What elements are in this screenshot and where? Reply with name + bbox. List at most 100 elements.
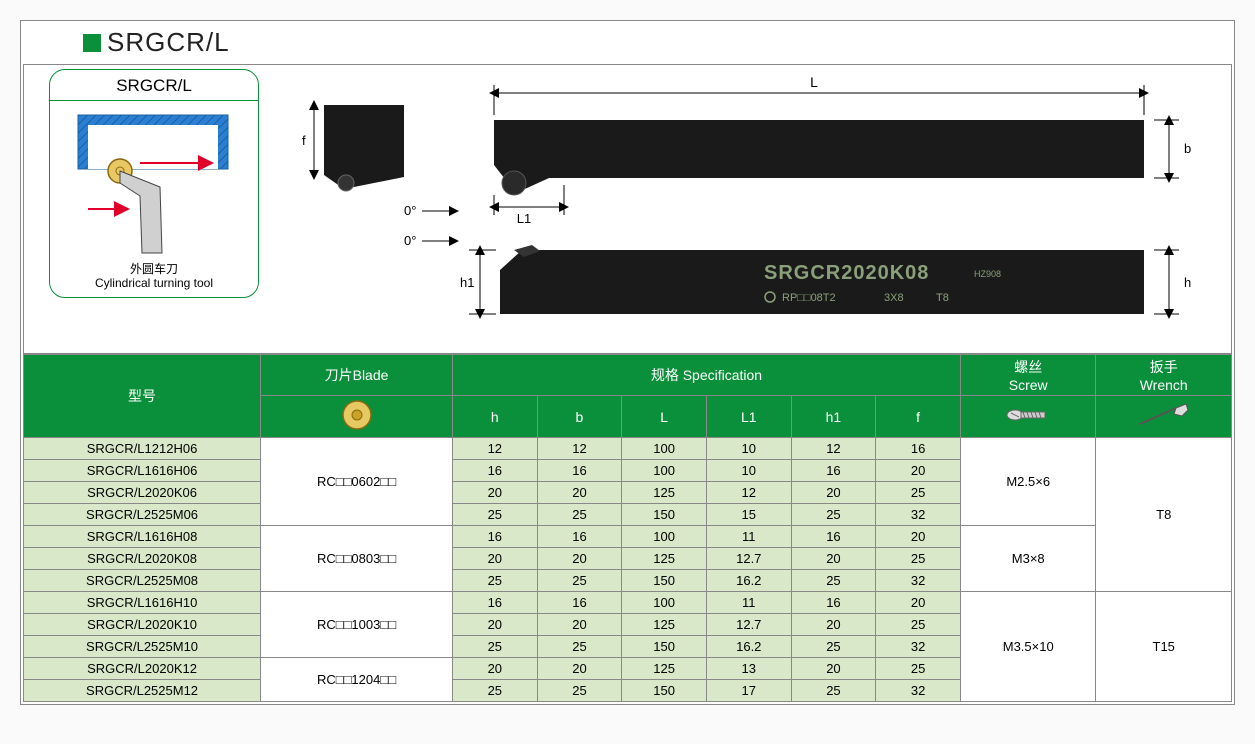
cell-dim: 125	[622, 614, 707, 636]
cell-dim: 20	[791, 614, 876, 636]
cell-dim: 150	[622, 680, 707, 702]
cell-model: SRGCR/L1616H10	[24, 592, 261, 614]
angle-top: 0°	[404, 203, 416, 218]
cell-blade: RC□□1204□□	[261, 658, 453, 702]
side-view: SRGCR2020K08 HZ908 RP□□08T2 3X8 T8 h1 h	[460, 245, 1191, 314]
cell-model: SRGCR/L2020K12	[24, 658, 261, 680]
engraving-sub1: HZ908	[974, 269, 1001, 279]
cell-dim: 12	[706, 482, 791, 504]
cell-dim: 25	[791, 636, 876, 658]
cell-dim: 100	[622, 526, 707, 548]
cell-dim: 16.2	[706, 570, 791, 592]
cell-dim: 25	[876, 482, 961, 504]
cell-dim: 20	[876, 526, 961, 548]
cell-model: SRGCR/L1616H06	[24, 460, 261, 482]
dim-L1: L1	[517, 211, 531, 226]
hdr-model: 型号	[24, 355, 261, 438]
blade-icon	[337, 398, 377, 432]
cell-dim: 16	[791, 592, 876, 614]
cell-dim: 16	[452, 460, 537, 482]
cell-dim: 25	[537, 504, 622, 526]
cell-dim: 20	[791, 482, 876, 504]
tool-drawing: f 0° 0°	[284, 65, 1231, 353]
cell-dim: 25	[452, 680, 537, 702]
cell-dim: 100	[622, 592, 707, 614]
cell-dim: 25	[537, 680, 622, 702]
cell-dim: 25	[537, 636, 622, 658]
cell-model: SRGCR/L2020K10	[24, 614, 261, 636]
cell-blade: RC□□1003□□	[261, 592, 453, 658]
cell-screw: M3.5×10	[960, 592, 1095, 702]
diagram-card-column: SRGCR/L	[24, 65, 284, 353]
cell-wrench: T15	[1096, 592, 1232, 702]
cell-dim: 16	[791, 460, 876, 482]
table-row: SRGCR/L1616H10RC□□1003□□1616100111620M3.…	[24, 592, 1232, 614]
cell-dim: 20	[537, 658, 622, 680]
cell-dim: 16	[537, 460, 622, 482]
wrench-icon-cell	[1096, 396, 1232, 438]
cell-dim: 16.2	[706, 636, 791, 658]
cell-dim: 100	[622, 438, 707, 460]
top-panel: SRGCR/L	[23, 64, 1232, 354]
cell-dim: 12.7	[706, 548, 791, 570]
cell-dim: 16	[452, 526, 537, 548]
engraving-wrench: T8	[936, 292, 949, 304]
hdr-ff: f	[876, 396, 961, 438]
dim-h1: h1	[460, 275, 474, 290]
cell-dim: 150	[622, 570, 707, 592]
cell-screw: M2.5×6	[960, 438, 1095, 526]
cell-dim: 125	[622, 482, 707, 504]
spec-table: 型号 刀片Blade 规格 Specification 螺丝Screw 扳手Wr…	[23, 354, 1232, 702]
cell-dim: 20	[791, 658, 876, 680]
title-square-icon	[83, 34, 101, 52]
cell-dim: 16	[537, 592, 622, 614]
cell-dim: 150	[622, 504, 707, 526]
cell-dim: 32	[876, 636, 961, 658]
cell-dim: 11	[706, 592, 791, 614]
cutting-diagram	[50, 101, 258, 261]
cell-dim: 12	[537, 438, 622, 460]
cell-dim: 17	[706, 680, 791, 702]
table-header: 型号 刀片Blade 规格 Specification 螺丝Screw 扳手Wr…	[24, 355, 1232, 438]
cell-dim: 15	[706, 504, 791, 526]
cell-dim: 20	[876, 460, 961, 482]
cell-dim: 150	[622, 636, 707, 658]
angle-bottom: 0°	[404, 233, 416, 248]
cell-model: SRGCR/L1212H06	[24, 438, 261, 460]
cell-dim: 20	[791, 548, 876, 570]
cell-dim: 25	[876, 658, 961, 680]
cell-dim: 16	[452, 592, 537, 614]
cell-dim: 10	[706, 460, 791, 482]
diagram-card: SRGCR/L	[49, 69, 259, 298]
hdr-spec: 规格 Specification	[452, 355, 960, 396]
cell-model: SRGCR/L2525M10	[24, 636, 261, 658]
hdr-bb: b	[537, 396, 622, 438]
cell-dim: 20	[452, 658, 537, 680]
cell-dim: 125	[622, 548, 707, 570]
tool-drawing-svg: f 0° 0°	[284, 65, 1224, 353]
cell-dim: 32	[876, 680, 961, 702]
cell-dim: 25	[452, 570, 537, 592]
table-body: SRGCR/L1212H06RC□□0602□□1212100101216M2.…	[24, 438, 1232, 702]
cell-blade: RC□□0803□□	[261, 526, 453, 592]
cell-screw: M3×8	[960, 526, 1095, 592]
table-row: SRGCR/L1616H08RC□□0803□□1616100111620M3×…	[24, 526, 1232, 548]
engraving-model: SRGCR2020K08	[764, 262, 929, 284]
hdr-L1: L1	[706, 396, 791, 438]
cell-dim: 25	[876, 614, 961, 636]
cell-dim: 32	[876, 570, 961, 592]
hdr-L: L	[622, 396, 707, 438]
hdr-h1: h1	[791, 396, 876, 438]
cell-dim: 25	[537, 570, 622, 592]
diagram-card-title: SRGCR/L	[50, 70, 258, 101]
cell-dim: 12.7	[706, 614, 791, 636]
cell-model: SRGCR/L1616H08	[24, 526, 261, 548]
cell-wrench: T8	[1096, 438, 1232, 592]
engraving-insert: RP□□08T2	[782, 292, 836, 304]
cell-dim: 25	[452, 636, 537, 658]
wrench-icon	[1134, 400, 1194, 430]
cell-dim: 25	[452, 504, 537, 526]
cell-dim: 20	[537, 614, 622, 636]
cell-blade: RC□□0602□□	[261, 438, 453, 526]
screw-icon	[1003, 400, 1053, 430]
